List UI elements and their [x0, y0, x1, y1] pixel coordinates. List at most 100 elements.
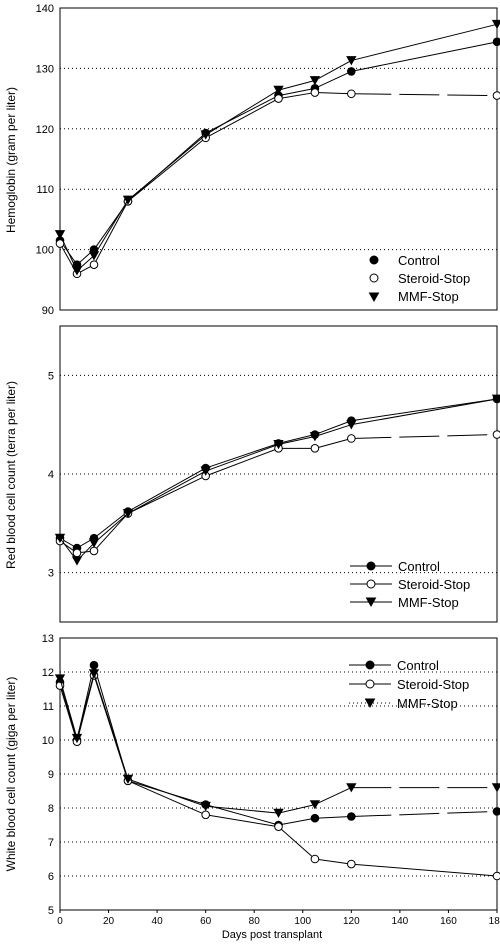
series-line-segment: [93, 511, 129, 539]
y-tick-label: 8: [48, 803, 54, 815]
data-point: [54, 533, 66, 543]
data-point: [122, 195, 134, 205]
series-line-segment: [205, 95, 279, 134]
plot-frame: [59, 7, 498, 311]
y-tick-label: 100: [36, 245, 54, 257]
data-point: [346, 420, 357, 430]
data-point: [200, 466, 211, 476]
data-point: [491, 19, 500, 30]
series-line-segment: [59, 685, 78, 742]
x-axis-label: Days post transplant: [222, 929, 322, 941]
y-ticks: 3 4 5: [48, 370, 54, 579]
series-line-segment: [278, 436, 316, 445]
series-steroid-stop: [55, 430, 500, 558]
data-point: [310, 854, 320, 864]
series-line-segment: [93, 513, 129, 544]
series-line-segment: [59, 678, 78, 739]
series-line-segment: [278, 434, 316, 444]
data-point: [273, 85, 284, 95]
legend-label-control: Control: [398, 559, 440, 574]
legend-marker-mmf-stop: [365, 597, 377, 608]
legend: Control Steroid-Stop MMF-Stop: [350, 559, 470, 610]
legend-marker-control: [369, 255, 379, 265]
series-line-segment: [351, 810, 498, 817]
y-tick-label: 6: [48, 871, 54, 883]
data-point: [347, 812, 356, 821]
series-control: [55, 394, 500, 553]
data-point: [310, 813, 320, 823]
data-point: [310, 444, 320, 453]
legend-marker-control: [366, 561, 376, 571]
series-line-segment: [351, 41, 498, 72]
series-line-segment: [59, 234, 78, 271]
data-point: [347, 67, 356, 76]
y-tick-label: 7: [48, 837, 54, 849]
series-line-segment: [93, 199, 129, 256]
series-line-segment: [127, 470, 206, 514]
series-line-segment: [351, 863, 498, 877]
y-axis-label: White blood cell count (giga per liter): [4, 677, 18, 872]
series-line-segment: [205, 804, 279, 826]
legend-label-steroid-stop: Steroid-Stop: [398, 577, 470, 592]
series-line-segment: [351, 398, 498, 422]
x-tick-label: 180: [489, 916, 500, 927]
series-line-segment: [127, 137, 206, 202]
data-point: [347, 434, 356, 443]
legend-label-mmf-stop: MMF-Stop: [397, 696, 458, 711]
legend-marker-mmf-stop: [368, 292, 380, 303]
series-line-segment: [76, 675, 95, 742]
grid-lines: [60, 374, 497, 574]
data-point: [54, 674, 66, 684]
data-point: [89, 546, 99, 556]
legend: Control Steroid-Stop MMF-Stop: [349, 658, 469, 711]
data-point: [346, 783, 357, 793]
series-steroid-stop: [55, 88, 500, 279]
y-tick-label: 5: [48, 370, 54, 382]
x-tick-label: 140: [392, 916, 409, 927]
y-axis-label: Red blood cell count (terra per liter): [4, 381, 18, 569]
series-line-segment: [314, 816, 352, 819]
data-point: [492, 91, 500, 100]
data-point: [491, 783, 500, 793]
panel-hemoglobin: 90 100 110 120 130 140 Hemoglobin (gram per l…: [4, 3, 500, 317]
y-tick-label: 10: [42, 735, 54, 747]
y-tick-label: 4: [48, 469, 54, 481]
x-tick-label: 40: [152, 916, 164, 927]
series-line-segment: [314, 420, 352, 436]
legend-label-steroid-stop: Steroid-Stop: [397, 677, 469, 692]
grid-lines: [60, 67, 497, 251]
legend-marker-steroid-stop: [369, 273, 379, 283]
y-tick-label: 120: [36, 124, 54, 136]
y-tick-label: 110: [36, 184, 54, 196]
data-point: [71, 266, 83, 276]
series-line-segment: [278, 817, 316, 826]
legend-marker-steroid-stop: [366, 579, 376, 589]
series-mmf-stop: [54, 394, 500, 566]
legend-marker-steroid-stop: [365, 679, 375, 689]
legend-label-mmf-stop: MMF-Stop: [398, 289, 459, 304]
data-point: [309, 76, 321, 86]
series-layer: [54, 19, 500, 279]
y-tick-label: 11: [43, 701, 54, 713]
legend-marker-control: [365, 660, 375, 670]
y-tick-label: 13: [42, 633, 54, 645]
series-line-segment: [314, 92, 352, 95]
series-line-segment: [205, 443, 279, 472]
series-line-segment: [127, 780, 206, 816]
series-line-segment: [351, 398, 498, 426]
data-point: [492, 430, 500, 439]
data-point: [122, 509, 134, 519]
series-line-segment: [278, 92, 315, 100]
data-point: [274, 822, 283, 832]
data-point: [88, 669, 100, 679]
data-point: [201, 810, 210, 820]
x-tick-label: 60: [200, 916, 212, 927]
series-line-segment: [278, 87, 316, 97]
panel-red-blood-cell: 3 4 5 Red blood cell count (terra per lite…: [4, 325, 500, 623]
legend-label-mmf-stop: MMF-Stop: [398, 595, 459, 610]
data-point: [72, 548, 82, 558]
series-line-segment: [314, 787, 352, 806]
data-point: [492, 871, 500, 881]
y-tick-label: 90: [42, 305, 54, 317]
